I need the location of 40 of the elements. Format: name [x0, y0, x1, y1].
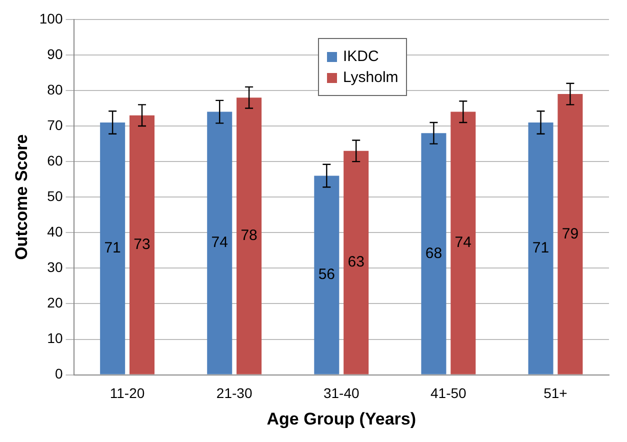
y-tick-label: 60	[47, 152, 63, 168]
data-label: 68	[425, 244, 442, 262]
bar	[450, 112, 476, 374]
bar	[558, 94, 583, 374]
x-tick-label: 11-20	[110, 385, 145, 402]
legend-label: IKDC	[343, 48, 379, 65]
legend-label: Lysholm	[343, 69, 398, 86]
bar	[344, 150, 369, 374]
x-tick-label: 41-50	[430, 385, 467, 402]
data-label: 63	[348, 254, 364, 271]
x-axis-title: Age Group (Years)	[266, 409, 416, 428]
y-axis-title: Outcome Score	[12, 134, 31, 260]
x-tick-label: 21-30	[216, 385, 252, 402]
data-label: 73	[134, 236, 150, 253]
y-tick-label: 80	[47, 81, 63, 98]
y-tick-label: 0	[54, 366, 63, 382]
bar	[236, 98, 262, 374]
y-tick-label: 10	[47, 330, 63, 346]
bar	[129, 115, 155, 374]
y-tick-label: 30	[47, 259, 63, 276]
bar	[100, 122, 126, 374]
bar	[528, 122, 554, 374]
data-label: 78	[240, 227, 258, 244]
bar	[207, 112, 232, 374]
data-label: 79	[562, 225, 579, 242]
y-tick-label: 50	[47, 188, 63, 204]
y-tick-label: 70	[47, 116, 63, 133]
y-tick-label: 20	[47, 294, 63, 311]
data-label: 74	[211, 234, 228, 252]
data-label: 71	[104, 240, 121, 257]
x-tick-label: 51+	[544, 385, 568, 402]
y-tick-label: 40	[47, 224, 63, 240]
data-label: 56	[318, 266, 336, 284]
y-tick-label: 90	[47, 46, 63, 62]
bar	[314, 176, 340, 374]
data-label: 74	[454, 234, 472, 252]
bar	[421, 133, 446, 374]
data-label: 71	[532, 240, 550, 257]
y-tick-label: 100	[39, 10, 63, 26]
x-tick-label: 31-40	[323, 385, 360, 402]
